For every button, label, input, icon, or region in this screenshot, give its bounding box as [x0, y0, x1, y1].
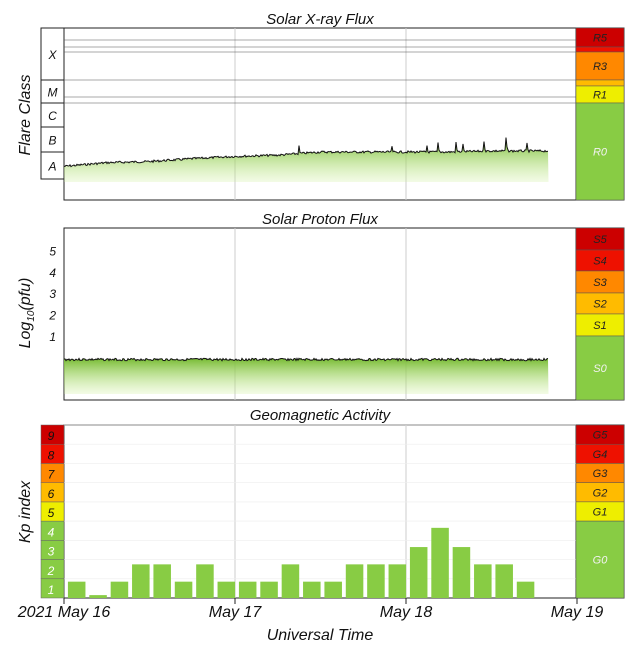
- kp-bar: [132, 564, 150, 598]
- x-axis: 2021 May 16 May 17 May 18 May 19: [17, 598, 604, 621]
- g-scale-label: G1: [593, 507, 608, 519]
- xray-flux-line: [64, 137, 549, 168]
- kp-bar: [174, 581, 193, 598]
- flare-class-label: C: [48, 109, 57, 123]
- s-scale-label: S0: [593, 363, 607, 375]
- g-scale-label: G3: [593, 468, 609, 480]
- kp-bar: [281, 564, 300, 598]
- kp-bar: [196, 564, 214, 598]
- s-scale-label: S5: [593, 234, 607, 246]
- g-scale-band: [575, 520, 625, 599]
- g-scale-label: G0: [593, 555, 609, 567]
- kp-ytick: 5: [48, 506, 55, 520]
- kp-ytick: 3: [48, 545, 55, 559]
- kp-ytick: 6: [48, 487, 55, 501]
- geomag-title: Geomagnetic Activity: [250, 407, 392, 424]
- x-tick-label: May 18: [380, 604, 433, 621]
- kp-ytick: 9: [48, 429, 55, 443]
- kp-bar: [431, 527, 449, 598]
- proton-ytick: 1: [49, 330, 56, 344]
- g-scale-label: G5: [593, 430, 609, 442]
- xray-title: Solar X-ray Flux: [266, 11, 374, 28]
- x-tick-label: May 19: [551, 604, 604, 621]
- kp-bar: [303, 581, 321, 598]
- flare-class-label: A: [47, 160, 56, 174]
- kp-bar: [89, 595, 107, 598]
- kp-bar: [260, 581, 278, 598]
- s-scale-band: [575, 335, 625, 401]
- proton-ytick: 4: [49, 266, 56, 280]
- kp-bar: [409, 547, 428, 598]
- r-scale-label: R1: [593, 90, 607, 102]
- proton-flux-line: [63, 357, 549, 362]
- x-axis-label: Universal Time: [267, 627, 374, 644]
- r-scale-band: [575, 102, 625, 201]
- kp-bar: [324, 581, 342, 598]
- r-scale-label: R5: [593, 33, 608, 45]
- kp-panel: 1 2 3 4 5 6 7 8 9 G5 G4 G3 G2 G1 G0: [40, 424, 625, 599]
- kp-bar: [388, 564, 407, 598]
- xray-ylabel: Flare Class: [17, 75, 34, 156]
- kp-ytick: 7: [48, 468, 56, 482]
- kp-bar: [110, 581, 129, 598]
- s-scale-label: S3: [593, 277, 607, 289]
- r-scale-band: [575, 79, 625, 87]
- r-scale-band: [575, 46, 625, 53]
- kp-bar: [367, 564, 385, 598]
- r-scale-label: R3: [593, 61, 608, 73]
- proton-ylabel: Log10(pfu): [17, 278, 37, 349]
- s-scale-label: S2: [593, 299, 606, 311]
- kp-bar: [474, 564, 492, 598]
- flare-class-label: M: [48, 86, 58, 100]
- g-scale-label: G2: [593, 487, 608, 499]
- kp-bar: [452, 547, 471, 598]
- kp-ytick: 4: [48, 525, 55, 539]
- kp-bar: [495, 564, 513, 598]
- kp-ytick: 8: [48, 448, 55, 462]
- kp-bar: [516, 581, 535, 598]
- proton-panel: 1 2 3 4 5 S5 S4 S3 S2 S1 S0: [48, 227, 625, 401]
- kp-bar: [238, 581, 257, 598]
- kp-bar: [345, 564, 364, 598]
- proton-ytick: 5: [49, 244, 56, 258]
- r-scale-band: [575, 51, 625, 81]
- kp-level-box: [40, 424, 65, 445]
- kp-ytick: 2: [47, 564, 55, 578]
- s-scale-label: S4: [593, 256, 606, 268]
- kp-ylabel: Kp index: [17, 480, 34, 543]
- x-tick-label: May 17: [209, 604, 263, 621]
- kp-ytick: 1: [48, 583, 55, 597]
- r-scale-label: R0: [593, 147, 608, 159]
- s-scale-label: S1: [593, 320, 606, 332]
- flare-class-label: B: [48, 134, 56, 148]
- kp-bar: [153, 564, 171, 598]
- proton-flux-area: [64, 358, 549, 394]
- proton-ytick: 3: [49, 287, 56, 301]
- flare-class-label: X: [47, 48, 57, 62]
- g-scale-label: G4: [593, 449, 608, 461]
- kp-bar: [67, 581, 86, 598]
- proton-title: Solar Proton Flux: [262, 211, 378, 228]
- proton-ytick: 2: [48, 309, 56, 323]
- flare-class-box: [40, 151, 65, 180]
- x-tick-label: 2021 May 16: [17, 604, 111, 621]
- kp-bar: [217, 581, 236, 598]
